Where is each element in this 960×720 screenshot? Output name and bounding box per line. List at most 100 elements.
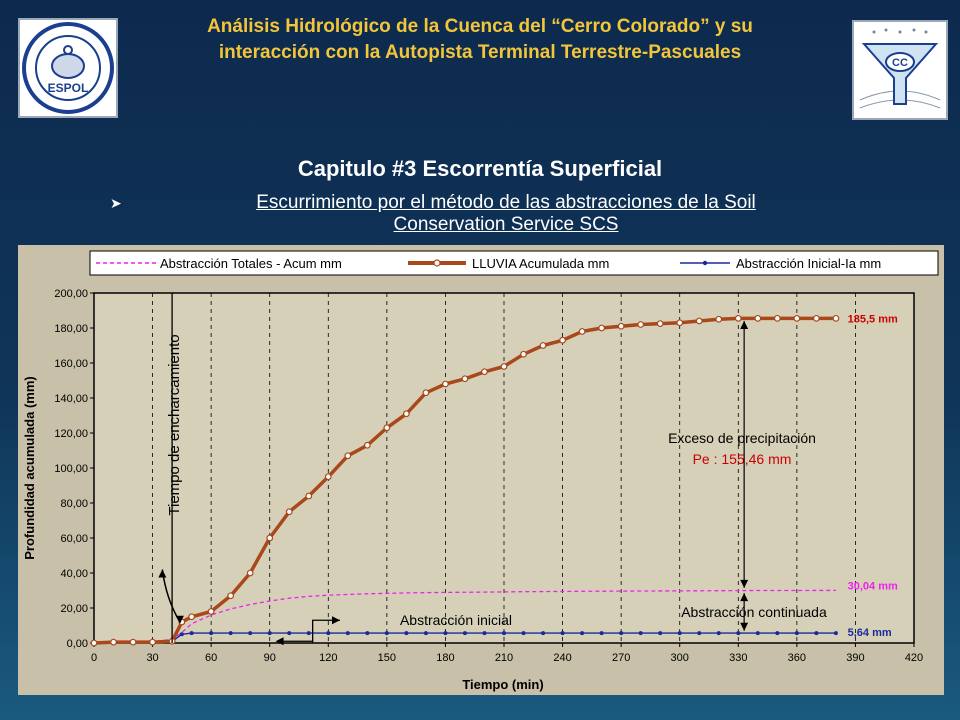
initial-abstraction-point (794, 631, 799, 636)
x-tick-label: 360 (788, 652, 806, 664)
initial-abstraction-point (638, 631, 643, 636)
arrow-head (332, 616, 340, 625)
rain-point (129, 638, 137, 646)
x-tick-label: 90 (264, 652, 276, 664)
rain-point (500, 363, 508, 370)
rain-point (246, 569, 254, 577)
initial-abstraction-point (345, 631, 350, 636)
x-tick-label: 60 (205, 652, 217, 664)
y-axis-title: Profundidad acumulada (mm) (22, 376, 37, 559)
cc-logo: CC (852, 20, 948, 120)
initial-abstraction-point (384, 631, 389, 636)
y-tick-label: 200,00 (54, 288, 88, 300)
initial-abstraction-bracket (312, 619, 340, 643)
y-tick-label: 140,00 (54, 393, 88, 405)
cc-logo-text: CC (892, 57, 908, 69)
initial-abstraction-point (814, 631, 819, 636)
x-tick-label: 180 (436, 652, 454, 664)
y-tick-label: 60,00 (60, 533, 88, 545)
rain-point (832, 314, 840, 322)
annotation-continued-abstraction: Abstracción continuada (681, 604, 827, 620)
rain-point (344, 452, 352, 460)
annotation-initial-abstraction: Abstracción inicial (400, 612, 512, 628)
rain-point (324, 473, 332, 481)
y-tick-label: 20,00 (60, 603, 88, 615)
arrow-head (740, 579, 749, 588)
presentation-title: Análisis Hidrológico de la Cuenca del “C… (120, 14, 840, 66)
arrow-head (158, 569, 167, 578)
legend-box (89, 250, 939, 276)
hydrograph-chart: Abstracción Totales - Acum mm LLUVIA Acu… (18, 245, 944, 695)
rain-point (637, 321, 645, 328)
annotation-ponding-time: Tiempo de encharcamiento (166, 334, 183, 515)
series-line-1 (93, 316, 836, 645)
rain-point (90, 639, 98, 647)
rain-point (539, 342, 547, 349)
rain-point (461, 375, 469, 383)
initial-abstraction-point (541, 631, 546, 636)
series-line-0 (93, 589, 836, 644)
initial-abstraction-point (755, 631, 760, 636)
initial-abstraction-point (619, 631, 624, 636)
chart-svg: Abstracción Totales - Acum mm LLUVIA Acu… (22, 250, 939, 692)
legend-label-total: Abstracción Totales - Acum mm (160, 256, 342, 271)
x-tick-label: 300 (671, 652, 689, 664)
espol-logo: ESPOL (18, 18, 118, 118)
rain-point (734, 314, 742, 322)
rain-point (578, 328, 586, 335)
initial-abstraction-point (521, 631, 526, 636)
title-line-2: interacción con la Autopista Terminal Te… (218, 42, 742, 63)
rain-point (656, 320, 664, 328)
y-tick-label: 120,00 (54, 428, 88, 440)
y-tick-label: 100,00 (54, 463, 88, 475)
initial-abstraction-point (326, 631, 331, 636)
rain-point (266, 534, 274, 542)
end-value-label: 185,5 mm (848, 313, 898, 325)
x-tick-label: 30 (146, 652, 158, 664)
annotation-excess-value: Pe : 155,46 mm (693, 451, 792, 467)
initial-abstraction-point (697, 631, 702, 636)
rain-point (676, 319, 684, 327)
arrow-head (740, 321, 749, 329)
rain-point (754, 314, 762, 322)
x-tick-label: 270 (612, 652, 630, 664)
y-tick-label: 160,00 (54, 358, 88, 370)
rain-point (285, 508, 293, 516)
annotation-excess-title: Exceso de precipitación (668, 430, 816, 446)
rain-point (559, 336, 566, 344)
initial-abstraction-point (658, 631, 663, 636)
rain-point (149, 638, 156, 646)
legend-label-rain: LLUVIA Acumulada mm (472, 256, 609, 271)
rain-point (715, 315, 723, 323)
rain-point (695, 317, 703, 325)
end-value-label: 30,04 mm (848, 580, 898, 592)
rain-point (227, 592, 235, 600)
rain-point (442, 380, 449, 388)
rain-point (481, 368, 488, 376)
initial-abstraction-point (189, 631, 194, 636)
arrow-bullet-icon: ➤ (110, 195, 122, 211)
legend-marker-rain (433, 259, 441, 267)
initial-abstraction-point (833, 631, 838, 636)
arrow-head (740, 622, 749, 631)
initial-abstraction-point (716, 631, 721, 636)
arrow-head (740, 593, 749, 602)
bullet-link-line-1[interactable]: Escurrimiento por el método de las abstr… (256, 192, 756, 213)
initial-abstraction-point (267, 631, 272, 636)
x-tick-label: 150 (378, 652, 396, 664)
initial-abstraction-point (580, 631, 585, 636)
x-tick-label: 0 (91, 652, 97, 664)
initial-abstraction-point (306, 631, 311, 636)
x-tick-label: 120 (319, 652, 337, 664)
rain-point (110, 638, 117, 646)
rain-point (773, 314, 781, 322)
rain-point (188, 613, 196, 621)
initial-abstraction-point (404, 631, 409, 636)
initial-abstraction-point (736, 631, 741, 636)
legend-marker-initial (702, 260, 708, 266)
initial-abstraction-point (599, 631, 604, 636)
x-tick-label: 210 (495, 652, 513, 664)
bullet-link-line-2[interactable]: Conservation Service SCS (393, 214, 619, 235)
x-tick-label: 390 (846, 652, 864, 664)
initial-abstraction-point (443, 631, 448, 636)
